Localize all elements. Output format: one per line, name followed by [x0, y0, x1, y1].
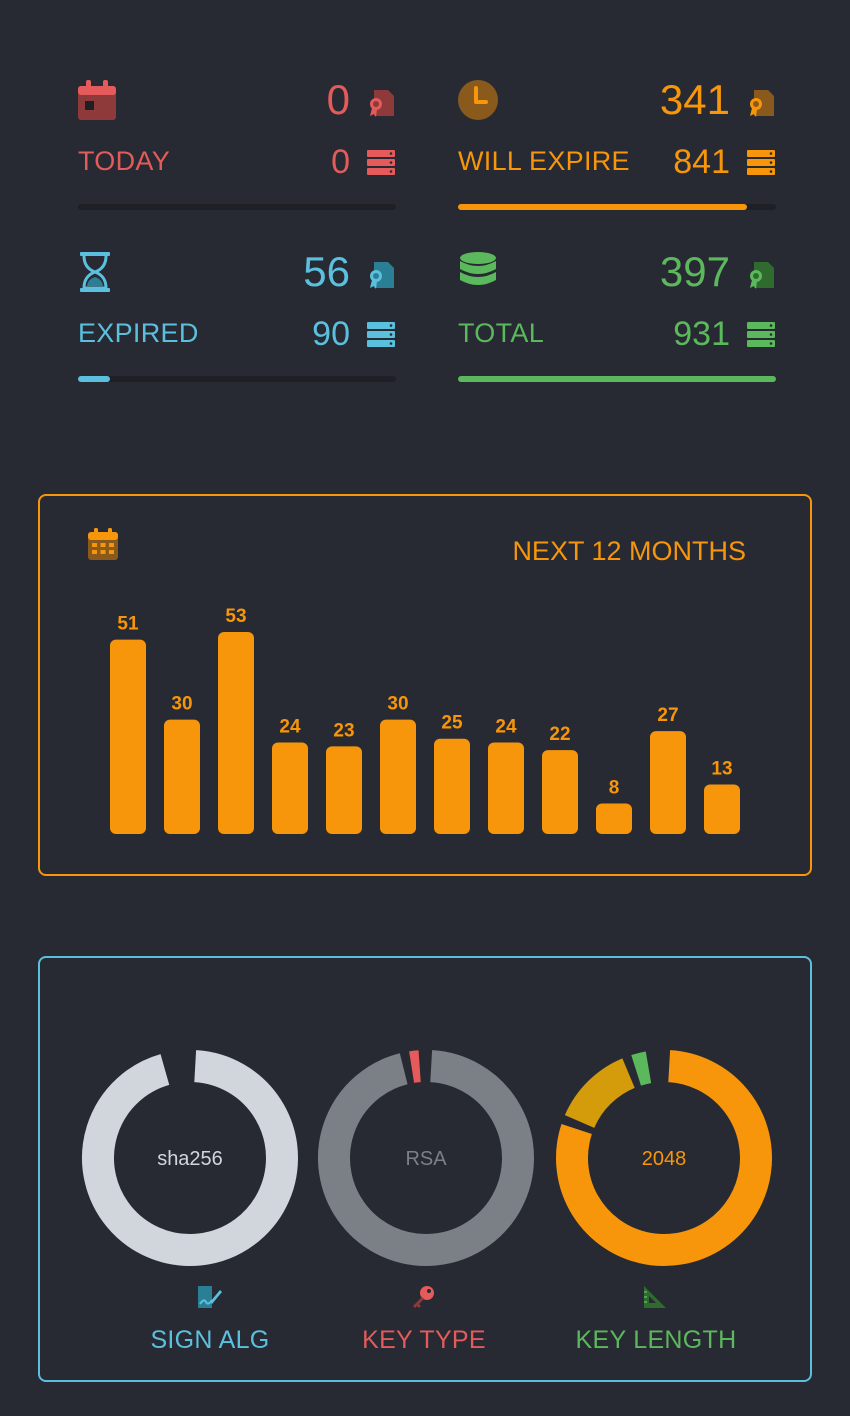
bar-12[interactable] [704, 784, 740, 834]
key-type-center-value: RSA [405, 1148, 447, 1170]
bar-value-label: 51 [117, 614, 139, 635]
total-hosts-count: 931 [673, 315, 730, 353]
key-stats-panel: sha256 RSA 2048 SIGN ALG KEY TYPE KEY LENG… [38, 956, 812, 1382]
key-length-center-value: 2048 [642, 1148, 687, 1170]
key-icon [413, 1286, 434, 1308]
bar-value-label: 53 [225, 606, 246, 627]
expired-label: EXPIRED [78, 318, 199, 348]
certificate-icon [370, 262, 394, 289]
expired-progress-bar [78, 376, 396, 382]
key-length-segment[interactable] [631, 1051, 652, 1086]
today-progress-bar [78, 204, 396, 210]
bar-11[interactable] [650, 731, 686, 834]
today-hosts-count: 0 [331, 143, 350, 181]
sign-alg-segment[interactable] [82, 1050, 298, 1266]
key-type-label: KEY TYPE [362, 1326, 486, 1354]
bar-value-label: 27 [657, 705, 678, 726]
database-icon [460, 252, 496, 285]
total-progress-bar [458, 376, 776, 382]
key-length-label: KEY LENGTH [575, 1326, 737, 1354]
months-panel-title: NEXT 12 MONTHS [512, 536, 746, 566]
today-certs-count: 0 [326, 76, 350, 123]
bar-value-label: 13 [711, 758, 732, 779]
bar-1[interactable] [110, 639, 146, 834]
clock-icon [458, 80, 498, 120]
expired-hosts-count: 90 [312, 315, 350, 353]
will-expire-hosts-count: 841 [673, 143, 730, 181]
stat-card-will-expire[interactable]: 341 WILL EXPIRE 841 [458, 76, 776, 220]
certificate-icon [750, 262, 774, 289]
stat-card-total[interactable]: 397 TOTAL 931 [458, 248, 776, 392]
bar-value-label: 8 [609, 778, 620, 799]
next-12-months-panel: NEXT 12 MONTHS 51 30 53 24 23 30 25 24 22 8 27 13 [38, 494, 812, 876]
today-label: TODAY [78, 146, 171, 176]
bar-4[interactable] [272, 742, 308, 834]
key-type-segment[interactable] [409, 1050, 421, 1083]
calendar-icon [88, 528, 118, 560]
stat-card-expired[interactable]: 56 EXPIRED 90 [78, 248, 396, 392]
sign-alg-center-value: sha256 [157, 1148, 223, 1170]
expiry-bar-chart: 51 30 53 24 23 30 25 24 22 8 27 13 [110, 606, 740, 834]
expired-certs-count: 56 [303, 248, 350, 295]
server-icon [367, 322, 395, 347]
total-label: TOTAL [458, 318, 545, 348]
bar-6[interactable] [380, 719, 416, 834]
server-icon [747, 150, 775, 175]
bar-5[interactable] [326, 746, 362, 834]
certificate-icon [370, 90, 394, 117]
bar-9[interactable] [542, 750, 578, 834]
stat-card-today[interactable]: 0 TODAY 0 [78, 76, 396, 220]
key-length-segment[interactable] [564, 1058, 636, 1129]
bar-value-label: 25 [441, 713, 463, 734]
key-length-segment[interactable] [556, 1050, 772, 1266]
ruler-triangle-icon [644, 1286, 666, 1308]
bar-3[interactable] [218, 632, 254, 834]
hourglass-icon [80, 252, 110, 292]
server-icon [747, 322, 775, 347]
signature-icon [198, 1286, 222, 1308]
key-type-segment[interactable] [318, 1050, 534, 1266]
bar-value-label: 30 [171, 694, 192, 715]
bar-value-label: 22 [549, 724, 570, 745]
sign-alg-label: SIGN ALG [150, 1326, 270, 1354]
total-certs-count: 397 [659, 248, 730, 295]
bar-2[interactable] [164, 719, 200, 834]
donut-charts: sha256 RSA 2048 [82, 1050, 772, 1266]
bar-value-label: 24 [279, 717, 301, 738]
bar-value-label: 30 [387, 694, 408, 715]
will-expire-progress-bar [458, 204, 776, 210]
bar-10[interactable] [596, 803, 632, 834]
bar-8[interactable] [488, 742, 524, 834]
calendar-icon [78, 80, 116, 120]
bar-7[interactable] [434, 738, 470, 834]
server-icon [367, 150, 395, 175]
bar-value-label: 23 [333, 720, 354, 741]
will-expire-label: WILL EXPIRE [458, 146, 630, 176]
bar-value-label: 24 [495, 717, 517, 738]
certificate-icon [750, 90, 774, 117]
will-expire-certs-count: 341 [659, 76, 730, 123]
